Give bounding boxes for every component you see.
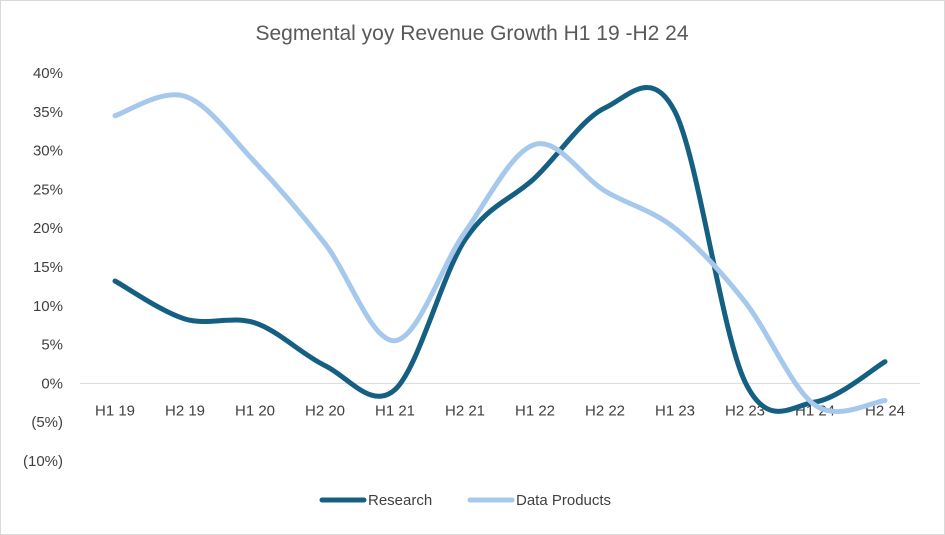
y-tick-label: 5% (41, 337, 63, 354)
y-tick-label: 25% (33, 181, 63, 198)
x-tick-label: H1 23 (655, 402, 695, 419)
series-line-data-products (112, 92, 888, 414)
series-line-research (112, 85, 888, 414)
x-axis: H1 19 H2 19 H1 20 H2 20 H1 21 H2 21 H1 22 H2 22… (95, 402, 905, 419)
x-tick-label: H1 21 (375, 402, 415, 419)
x-tick-label: H1 19 (95, 402, 135, 419)
x-tick-label: H2 19 (165, 402, 205, 419)
y-tick-label: 40% (33, 65, 63, 82)
y-tick-label: (10%) (23, 453, 63, 470)
x-tick-label: H2 23 (725, 402, 765, 419)
y-axis: 40% 35% 30% 25% 20% 15% 10% 5% 0% (5%) (10%) (23, 65, 63, 470)
legend: Research Data Products (319, 492, 611, 509)
y-tick-label: 20% (33, 220, 63, 237)
x-tick-label: H2 24 (865, 402, 905, 419)
y-tick-label: 15% (33, 259, 63, 276)
x-tick-label: H2 20 (305, 402, 345, 419)
legend-label: Data Products (516, 492, 611, 509)
series-layer (112, 85, 888, 414)
x-tick-label: H2 22 (585, 402, 625, 419)
legend-label: Research (368, 492, 432, 509)
y-tick-label: 35% (33, 104, 63, 121)
y-tick-label: 10% (33, 298, 63, 315)
x-tick-label: H1 22 (515, 402, 555, 419)
x-tick-label: H1 20 (235, 402, 275, 419)
y-tick-label: 30% (33, 143, 63, 160)
y-tick-label: 0% (41, 375, 63, 392)
chart-title: Segmental yoy Revenue Growth H1 19 -H2 2… (255, 22, 688, 45)
y-tick-label: (5%) (31, 414, 63, 431)
x-tick-label: H2 21 (445, 402, 485, 419)
